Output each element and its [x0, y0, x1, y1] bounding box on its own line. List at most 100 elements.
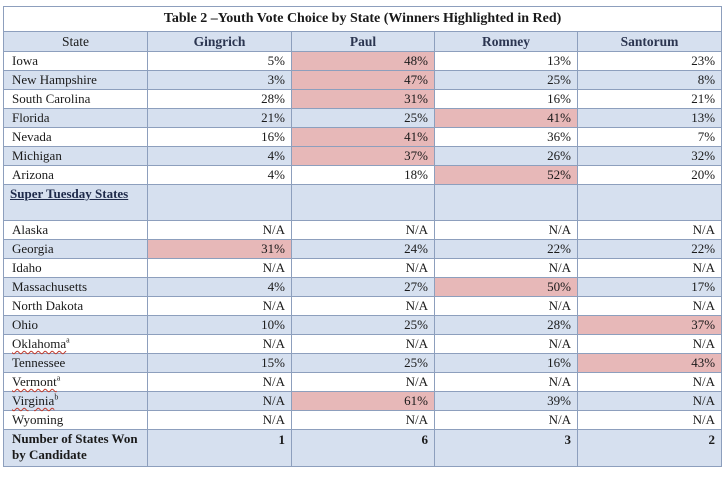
state-label: Florida	[12, 110, 50, 125]
vote-share-gingrich: N/A	[147, 296, 292, 316]
table-row: Iowa 5% 48% 13% 23%	[3, 51, 723, 71]
vote-share-paul: N/A	[291, 372, 435, 392]
state-label: Arizona	[12, 167, 54, 182]
vote-share-paul: N/A	[291, 296, 435, 316]
state-label: Georgia	[12, 241, 54, 256]
state-label: Iowa	[12, 53, 38, 68]
early-states-body: Iowa 5% 48% 13% 23% New Hampshire 3% 47% 25% 8% So…	[3, 51, 723, 185]
vote-share-gingrich: 5%	[147, 51, 292, 71]
state-name: Georgia	[3, 239, 148, 259]
vote-share-romney: N/A	[434, 410, 578, 430]
state-label: New Hampshire	[12, 72, 97, 87]
section-body: Super Tuesday States	[3, 184, 723, 221]
table-row: Wyoming N/A N/A N/A N/A	[3, 410, 723, 430]
table-row: Oklahomaa N/A N/A N/A N/A	[3, 334, 723, 354]
vote-share-paul: 41%	[291, 127, 435, 147]
state-name: Iowa	[3, 51, 148, 71]
vote-share-paul: 27%	[291, 277, 435, 297]
vote-share-gingrich: 28%	[147, 89, 292, 109]
vote-share-paul: 24%	[291, 239, 435, 259]
vote-share-gingrich: 4%	[147, 146, 292, 166]
section-cell	[291, 184, 435, 221]
vote-share-santorum: N/A	[576, 334, 723, 354]
vote-share-santorum: N/A	[576, 410, 723, 430]
vote-share-gingrich: 16%	[147, 127, 292, 147]
table-row: Florida 21% 25% 41% 13%	[3, 108, 723, 128]
state-label: South Carolina	[12, 91, 91, 106]
vote-share-gingrich: 15%	[147, 353, 292, 373]
vote-share-romney: N/A	[434, 296, 578, 316]
table-row: Nevada 16% 41% 36% 7%	[3, 127, 723, 147]
state-label: Virginia	[12, 393, 55, 408]
vote-share-romney: 50%	[434, 277, 578, 297]
vote-share-romney: 16%	[434, 89, 578, 109]
vote-share-paul: 25%	[291, 108, 435, 128]
table-row: Idaho N/A N/A N/A N/A	[3, 258, 723, 278]
column-header-state: State	[3, 31, 148, 52]
state-name: Vermonta	[3, 372, 148, 392]
vote-share-santorum: 23%	[576, 51, 723, 71]
super-tuesday-body: Alaska N/A N/A N/A N/A Georgia 31% 24% 22% 22% Ida…	[3, 220, 723, 430]
footer-body: Number of States Won by Candidate 1 6 3 …	[3, 429, 723, 467]
state-name: Tennessee	[3, 353, 148, 373]
vote-share-paul: N/A	[291, 220, 435, 240]
vote-share-santorum: N/A	[576, 391, 723, 411]
vote-share-romney: 41%	[434, 108, 578, 128]
state-label: Ohio	[12, 317, 38, 332]
vote-share-gingrich: N/A	[147, 410, 292, 430]
state-name: Nevada	[3, 127, 148, 147]
vote-share-romney: 16%	[434, 353, 578, 373]
vote-share-romney: 39%	[434, 391, 578, 411]
vote-share-santorum: 17%	[576, 277, 723, 297]
vote-share-gingrich: N/A	[147, 372, 292, 392]
vote-share-gingrich: N/A	[147, 258, 292, 278]
vote-share-santorum: 20%	[576, 165, 723, 185]
vote-share-romney: 26%	[434, 146, 578, 166]
vote-share-romney: 22%	[434, 239, 578, 259]
vote-share-santorum: 43%	[576, 353, 723, 373]
state-name: Ohio	[3, 315, 148, 335]
state-label: Alaska	[12, 222, 49, 237]
vote-share-santorum: 37%	[576, 315, 723, 335]
footnote-marker: a	[56, 373, 61, 383]
vote-share-romney: 52%	[434, 165, 578, 185]
vote-share-santorum: 8%	[576, 70, 723, 90]
state-label: Nevada	[12, 129, 52, 144]
column-header-gingrich: Gingrich	[147, 31, 292, 52]
footnote-marker: b	[54, 392, 59, 402]
vote-share-paul: 61%	[291, 391, 435, 411]
vote-share-romney: N/A	[434, 372, 578, 392]
vote-share-gingrich: N/A	[147, 334, 292, 354]
vote-share-santorum: 13%	[576, 108, 723, 128]
table-row: Arizona 4% 18% 52% 20%	[3, 165, 723, 185]
table-row: North Dakota N/A N/A N/A N/A	[3, 296, 723, 316]
vote-share-paul: 18%	[291, 165, 435, 185]
table-row: Michigan 4% 37% 26% 32%	[3, 146, 723, 166]
vote-share-romney: 13%	[434, 51, 578, 71]
vote-share-gingrich: 10%	[147, 315, 292, 335]
footnote-marker: a	[66, 335, 70, 345]
section-cell	[434, 184, 578, 221]
vote-share-gingrich: 4%	[147, 277, 292, 297]
vote-share-romney: 25%	[434, 70, 578, 90]
table-row: South Carolina 28% 31% 16% 21%	[3, 89, 723, 109]
column-header-romney: Romney	[434, 31, 578, 52]
table-row: Massachusetts 4% 27% 50% 17%	[3, 277, 723, 297]
state-name: Arizona	[3, 165, 148, 185]
footer-count-paul: 6	[291, 429, 435, 467]
vote-share-santorum: N/A	[576, 258, 723, 278]
footer-count-romney: 3	[434, 429, 578, 467]
vote-share-romney: 36%	[434, 127, 578, 147]
table-row: Ohio 10% 25% 28% 37%	[3, 315, 723, 335]
vote-share-gingrich: N/A	[147, 391, 292, 411]
vote-share-paul: 31%	[291, 89, 435, 109]
vote-share-paul: 25%	[291, 315, 435, 335]
vote-share-paul: N/A	[291, 258, 435, 278]
vote-share-gingrich: 31%	[147, 239, 292, 259]
section-row: Super Tuesday States	[3, 184, 723, 221]
vote-share-paul: 37%	[291, 146, 435, 166]
vote-share-paul: N/A	[291, 410, 435, 430]
state-name: Alaska	[3, 220, 148, 240]
section-label: Super Tuesday States	[3, 184, 148, 221]
footer-label: Number of States Won by Candidate	[3, 429, 148, 467]
